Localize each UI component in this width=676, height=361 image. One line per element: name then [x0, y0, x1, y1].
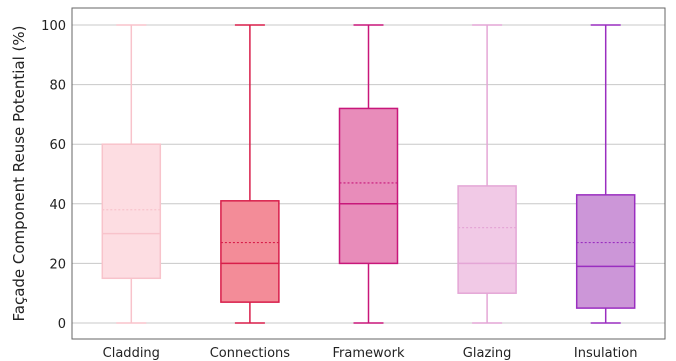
box-glazing: [457, 24, 517, 324]
iqr-box: [338, 107, 399, 265]
box-insulation: [575, 24, 636, 324]
y-tick-label-20: 20: [49, 257, 66, 272]
y-tick-label-60: 60: [49, 138, 66, 153]
y-tick-labels: 0 20 40 60 80 100: [41, 19, 66, 332]
y-tick-label-40: 40: [49, 198, 66, 213]
y-tick-label-80: 80: [49, 79, 66, 94]
boxes: [101, 24, 636, 324]
y-tick-label-0: 0: [58, 317, 66, 332]
box-cladding: [101, 24, 162, 324]
x-tick-labels: Cladding Connections Framework Glazing Insul…: [103, 346, 638, 361]
x-tick-label-framework: Framework: [333, 346, 405, 361]
y-tick-label-100: 100: [41, 19, 66, 34]
y-axis-title: Façade Component Reuse Potential (%): [10, 26, 28, 322]
iqr-box: [575, 194, 636, 309]
box-connections: [220, 24, 280, 324]
x-tick-label-insulation: Insulation: [574, 346, 638, 361]
x-tick-label-connections: Connections: [210, 346, 291, 361]
x-tick-label-cladding: Cladding: [103, 346, 160, 361]
x-tick-label-glazing: Glazing: [463, 346, 512, 361]
iqr-box: [220, 200, 280, 303]
iqr-box: [101, 143, 162, 280]
iqr-box: [457, 185, 517, 294]
box-framework: [338, 24, 399, 324]
plot-frame: [71, 7, 666, 340]
